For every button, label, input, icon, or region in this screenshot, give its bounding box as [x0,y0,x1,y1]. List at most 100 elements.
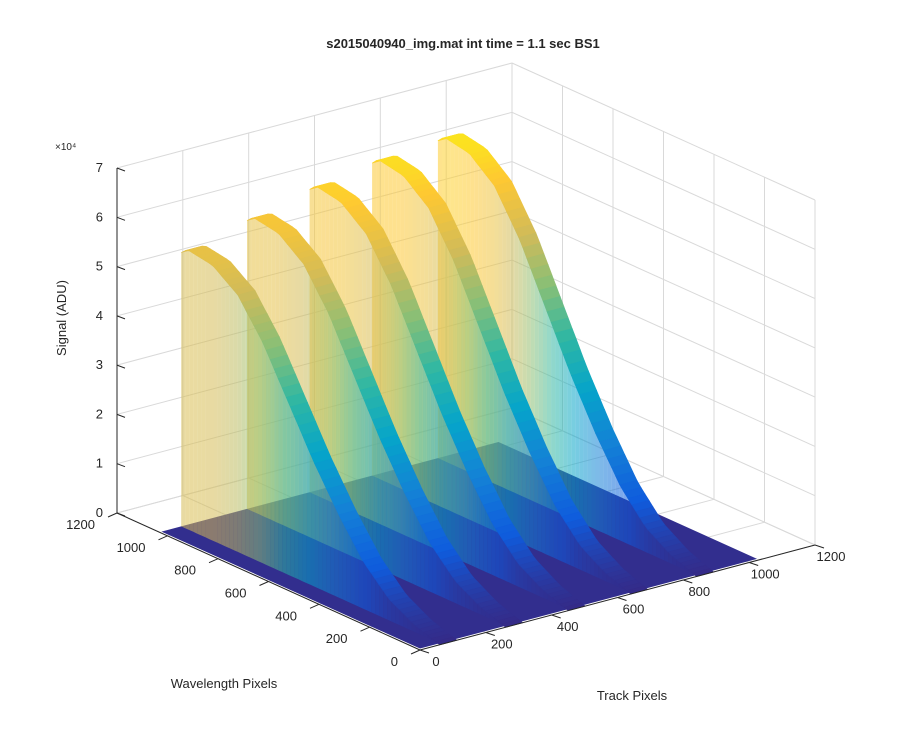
ridge-side-facet [582,547,587,573]
ridge-side-facet [607,459,612,537]
ridge-side-facet [676,559,681,568]
x-tick-label: 800 [688,584,710,599]
side-wall-gridline [511,62,816,201]
ridge-side-facet [434,395,439,551]
ridge-side-facet [428,540,433,593]
y-axis-label: Wavelength Pixels [171,676,278,691]
ridge-side-facet [519,565,524,590]
ridge-side-facet [396,475,401,579]
y-tick-label: 400 [275,608,297,623]
ridge-side-facet [209,263,214,541]
ridge-side-facet [404,492,409,582]
ridge-side-facet [213,266,218,543]
ridge-side-facet [493,617,498,623]
ridge-side-facet [368,410,373,566]
x-tick-mark [814,544,825,549]
ridge-side-facet [627,498,632,546]
ridge-side-facet [388,457,393,575]
ridge-side-facet [302,435,307,583]
tick-labels: 0200400600800100012000200400600800100012… [66,160,845,669]
ridge-side-facet [445,565,449,601]
ridge-side-facet [420,524,425,590]
ridge-side-facet [656,538,661,559]
ridge-side-facet [364,400,369,564]
ridge-side-facet [497,620,502,624]
y-tick-mark [107,512,118,518]
ridge-side-facet [583,404,588,526]
ridge-side-facet [517,423,522,544]
ridge-side-facet [399,609,404,627]
ridge-side-facet [515,559,520,588]
ridge-side-facet [237,295,242,554]
y-tick-label: 0 [391,654,398,669]
ridge-side-facet [459,453,464,562]
ridge-side-facet [543,590,548,600]
x-tick-mark [419,649,430,654]
x-axis-label: Track Pixels [597,688,668,703]
ridge-side-facet [547,594,552,602]
ridge-side-facet [391,601,396,624]
ridge-side-facet [403,613,408,629]
ridge-side-facet [684,566,689,572]
ridge-side-facet [383,590,388,620]
ridge-side-facet [375,578,380,616]
y-tick-label: 600 [225,586,247,601]
back-wall-gridline [116,62,513,169]
ridge-side-facet [371,573,376,614]
z-tick-label: 7 [96,160,103,175]
ridge-side-facet [346,530,351,604]
ridge-side-facet [623,491,628,544]
ridge-side-facet [552,597,556,604]
z-tick-mark [116,364,126,369]
ridge-side-facet [639,517,644,552]
ridge-side-facet [599,441,604,533]
ridge-side-facet [487,513,492,575]
ridge-side-facet [611,467,616,539]
z-tick-label: 5 [96,259,103,274]
ridge-side-facet [290,406,295,578]
ridge-side-facet [501,384,506,536]
y-tick-mark [309,603,320,609]
ridge-side-facet [473,599,478,613]
ridge-side-facet [533,460,538,551]
ridge-side-facet [537,469,542,553]
ridge-side-facet [571,375,576,521]
x-tick-label: 1200 [817,549,846,564]
ridge-side-facet [579,394,584,524]
chart-title: s2015040940_img.mat int time = 1.1 sec B… [326,36,600,51]
ridge-side-facet [322,480,327,593]
ridge-side-facet [334,506,339,598]
ridge-side-facet [527,573,532,593]
y-tick-label: 1000 [117,540,146,555]
ridge-side-facet [455,444,459,560]
z-tick-mark [116,512,126,517]
ridge-side-facet [523,569,528,591]
back-wall-gridline [116,111,513,218]
ridge-side-facet [587,414,592,528]
ridge-side-facet [395,605,400,625]
z-tick-mark [116,463,126,468]
ridge-side-facet [372,419,377,568]
ridge-side-facet [507,547,512,584]
ridge-side-facet [556,600,560,606]
ridge-side-facet [310,454,315,587]
ridge-side-facet [446,425,451,557]
ridge-side-facet [469,595,474,612]
ridge-side-facet [350,537,355,605]
y-tick-label: 200 [326,631,348,646]
ridge-side-facet [590,556,595,577]
ridge-side-facet [495,528,500,579]
ridge-side-facet [563,354,568,517]
ridge-side-facet [481,607,486,617]
ridge-side-facet [330,497,335,596]
ridge-side-facet [615,476,620,541]
x-tick-mark [617,597,627,601]
ridge-side-facet [672,556,677,566]
ridge-side-facet [503,540,508,582]
ridge-side-facet [471,480,476,568]
ridge-side-facet [664,547,669,563]
ridge-side-facet [436,553,441,597]
z-axis-label: Signal (ADU) [54,280,69,356]
ridge-side-facet [258,333,262,563]
ridge-side-facet [278,378,283,572]
